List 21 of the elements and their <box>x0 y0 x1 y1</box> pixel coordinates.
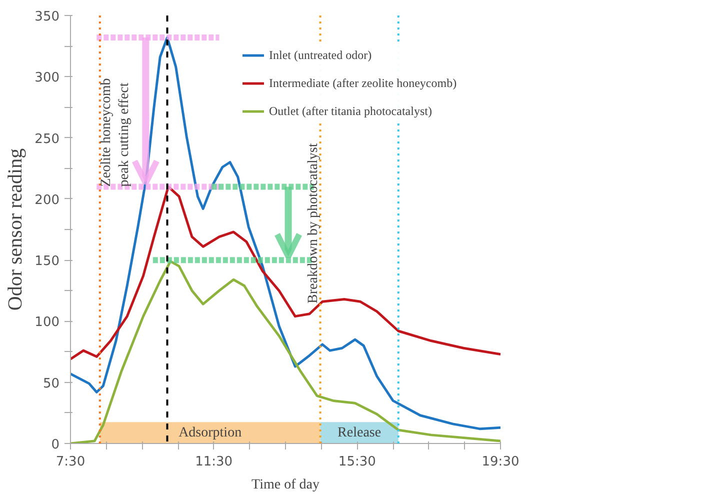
legend-label: Outlet (after titania photocatalyst) <box>269 104 433 118</box>
y-tick-label: 150 <box>34 254 60 270</box>
x-tick-label: 19:30 <box>482 454 520 470</box>
legend-label: Inlet (untreated odor) <box>269 48 373 62</box>
x-tick-label: 7:30 <box>56 454 86 470</box>
x-tick-label: 11:30 <box>195 454 233 470</box>
legend-label: Intermediate (after zeolite honeycomb) <box>269 76 458 90</box>
y-tick-label: 100 <box>34 315 60 330</box>
y-tick-label: 250 <box>34 132 60 147</box>
y-tick-label: 350 <box>34 10 60 24</box>
y-tick-label: 300 <box>34 70 60 86</box>
y-tick-label: 50 <box>42 376 60 392</box>
annotation: Breakdown by photocatalyst <box>306 143 321 304</box>
y-tick-label: 0 <box>51 438 60 452</box>
x-axis-title: Time of day <box>252 478 320 492</box>
y-axis-title: Odor sensor reading <box>4 148 27 311</box>
annotation: Zeolite honeycomb peak cutting effect <box>99 78 132 187</box>
band-label: Adsorption <box>178 425 242 440</box>
x-tick-label: 15:30 <box>338 454 376 470</box>
y-tick-label: 200 <box>34 192 60 208</box>
band-label: Release <box>338 425 382 440</box>
